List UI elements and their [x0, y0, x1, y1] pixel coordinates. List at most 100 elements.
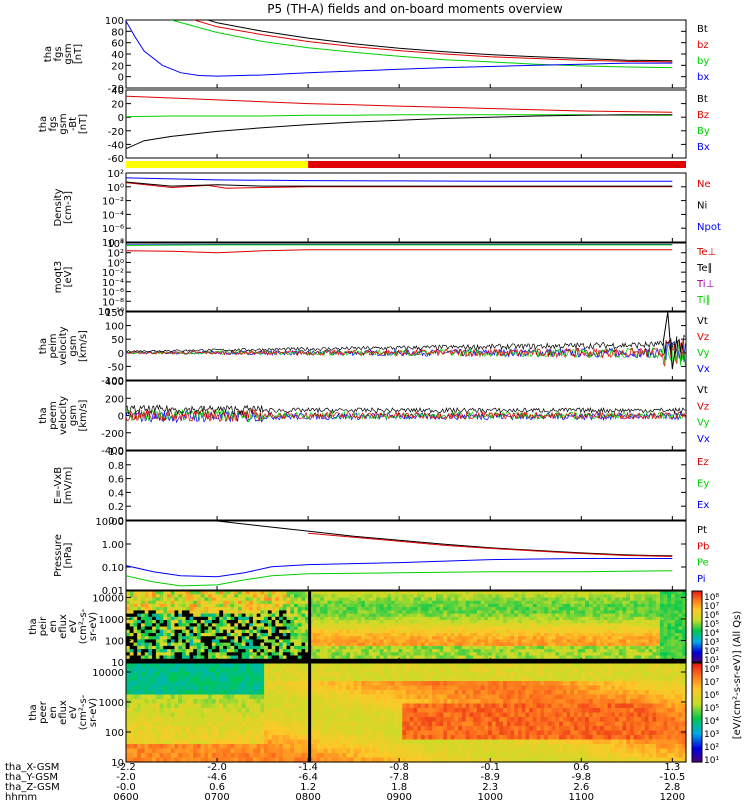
- heat-cell: [178, 730, 183, 736]
- heat-cell: [193, 642, 198, 647]
- heat-cell: [211, 652, 217, 657]
- heat-cell: [342, 730, 347, 736]
- heat-cell: [226, 610, 232, 615]
- heat-cell: [245, 699, 250, 705]
- heat-cell: [264, 613, 269, 618]
- heat-cell: [301, 616, 306, 621]
- heat-cell: [249, 655, 254, 660]
- heat-cell: [346, 663, 351, 669]
- heat-cell: [223, 744, 228, 750]
- heat-cell: [518, 623, 523, 628]
- heat-cell: [353, 600, 358, 605]
- heat-cell: [290, 663, 295, 669]
- heat-cell: [674, 658, 680, 663]
- heat-cell: [335, 753, 340, 759]
- heat-cell: [316, 636, 321, 640]
- heat-cell: [350, 655, 355, 660]
- heat-cell: [301, 594, 306, 598]
- heat-cell: [185, 757, 190, 763]
- heat-cell: [357, 600, 362, 605]
- heat-cell: [544, 613, 549, 618]
- heat-cell: [279, 594, 284, 598]
- heat-cell: [443, 591, 448, 595]
- heat-cell: [648, 623, 653, 628]
- heat-cell: [476, 636, 482, 640]
- heat-cell: [152, 633, 157, 637]
- heat-cell: [301, 603, 306, 608]
- heat-cell: [372, 620, 377, 624]
- heat-cell: [211, 694, 217, 700]
- heat-cell: [267, 655, 273, 660]
- heat-cell: [267, 623, 273, 628]
- heat-cell: [551, 607, 556, 611]
- heat-cell: [170, 757, 176, 763]
- heat-cell: [465, 620, 470, 624]
- panel-frame: [125, 242, 687, 312]
- heat-cell: [178, 613, 183, 618]
- heat-cell: [170, 726, 176, 732]
- heat-cell: [271, 649, 276, 653]
- heat-cell: [193, 690, 198, 696]
- heat-cell: [346, 676, 351, 682]
- heat-cell: [379, 655, 385, 660]
- heat-cell: [301, 681, 306, 687]
- heat-cell: [544, 652, 549, 657]
- heat-cell: [137, 597, 142, 602]
- heat-cell: [137, 757, 142, 763]
- heat-cell: [290, 690, 295, 696]
- heat-cell: [144, 623, 149, 628]
- heat-cell: [196, 636, 202, 640]
- heat-cell: [320, 652, 325, 657]
- heat-cell: [323, 663, 329, 669]
- heat-cell: [518, 597, 523, 602]
- heat-cell: [159, 594, 164, 598]
- heat-cell: [335, 676, 340, 682]
- heat-cell: [671, 597, 676, 602]
- heat-cell: [682, 658, 687, 663]
- heat-cell: [368, 594, 373, 598]
- heat-cell: [514, 623, 519, 628]
- heat-cell: [409, 591, 414, 595]
- heat-cell: [129, 639, 134, 644]
- heat-cell: [350, 645, 355, 650]
- heat-cell: [562, 603, 568, 608]
- heat-cell: [170, 613, 176, 618]
- heat-cell: [656, 636, 661, 640]
- heat-cell: [230, 649, 235, 653]
- heat-cell: [282, 594, 288, 598]
- heat-cell: [618, 616, 624, 621]
- heat-cell: [630, 603, 635, 608]
- heat-cell: [633, 603, 638, 608]
- heat-cell: [525, 636, 530, 640]
- heat-cell: [659, 623, 665, 628]
- heat-cell: [529, 655, 534, 660]
- heat-cell: [316, 620, 321, 624]
- heat-cell: [611, 658, 616, 663]
- heat-cell: [305, 748, 310, 754]
- legend-vt: Vt: [697, 385, 708, 396]
- heat-cell: [152, 636, 157, 640]
- heat-cell: [353, 649, 358, 653]
- heat-cell: [398, 600, 403, 605]
- heat-cell: [376, 626, 381, 631]
- heat-cell: [562, 629, 568, 634]
- heat-cell: [544, 603, 549, 608]
- heat-cell: [443, 633, 448, 637]
- heat-cell: [406, 620, 411, 624]
- heat-cell: [447, 633, 452, 637]
- heat-cell: [544, 645, 549, 650]
- heat-cell: [331, 676, 336, 682]
- heat-cell: [327, 681, 332, 687]
- heat-cell: [182, 655, 187, 660]
- heat-cell: [245, 690, 250, 696]
- heat-cell: [335, 726, 340, 732]
- heat-cell: [361, 597, 366, 602]
- heat-cell: [435, 636, 441, 640]
- heat-cell: [383, 652, 388, 657]
- heat-cell: [357, 629, 362, 634]
- heat-cell: [294, 652, 299, 657]
- heat-cell: [167, 613, 172, 618]
- heat-cell: [170, 591, 176, 595]
- heat-cell: [148, 639, 153, 644]
